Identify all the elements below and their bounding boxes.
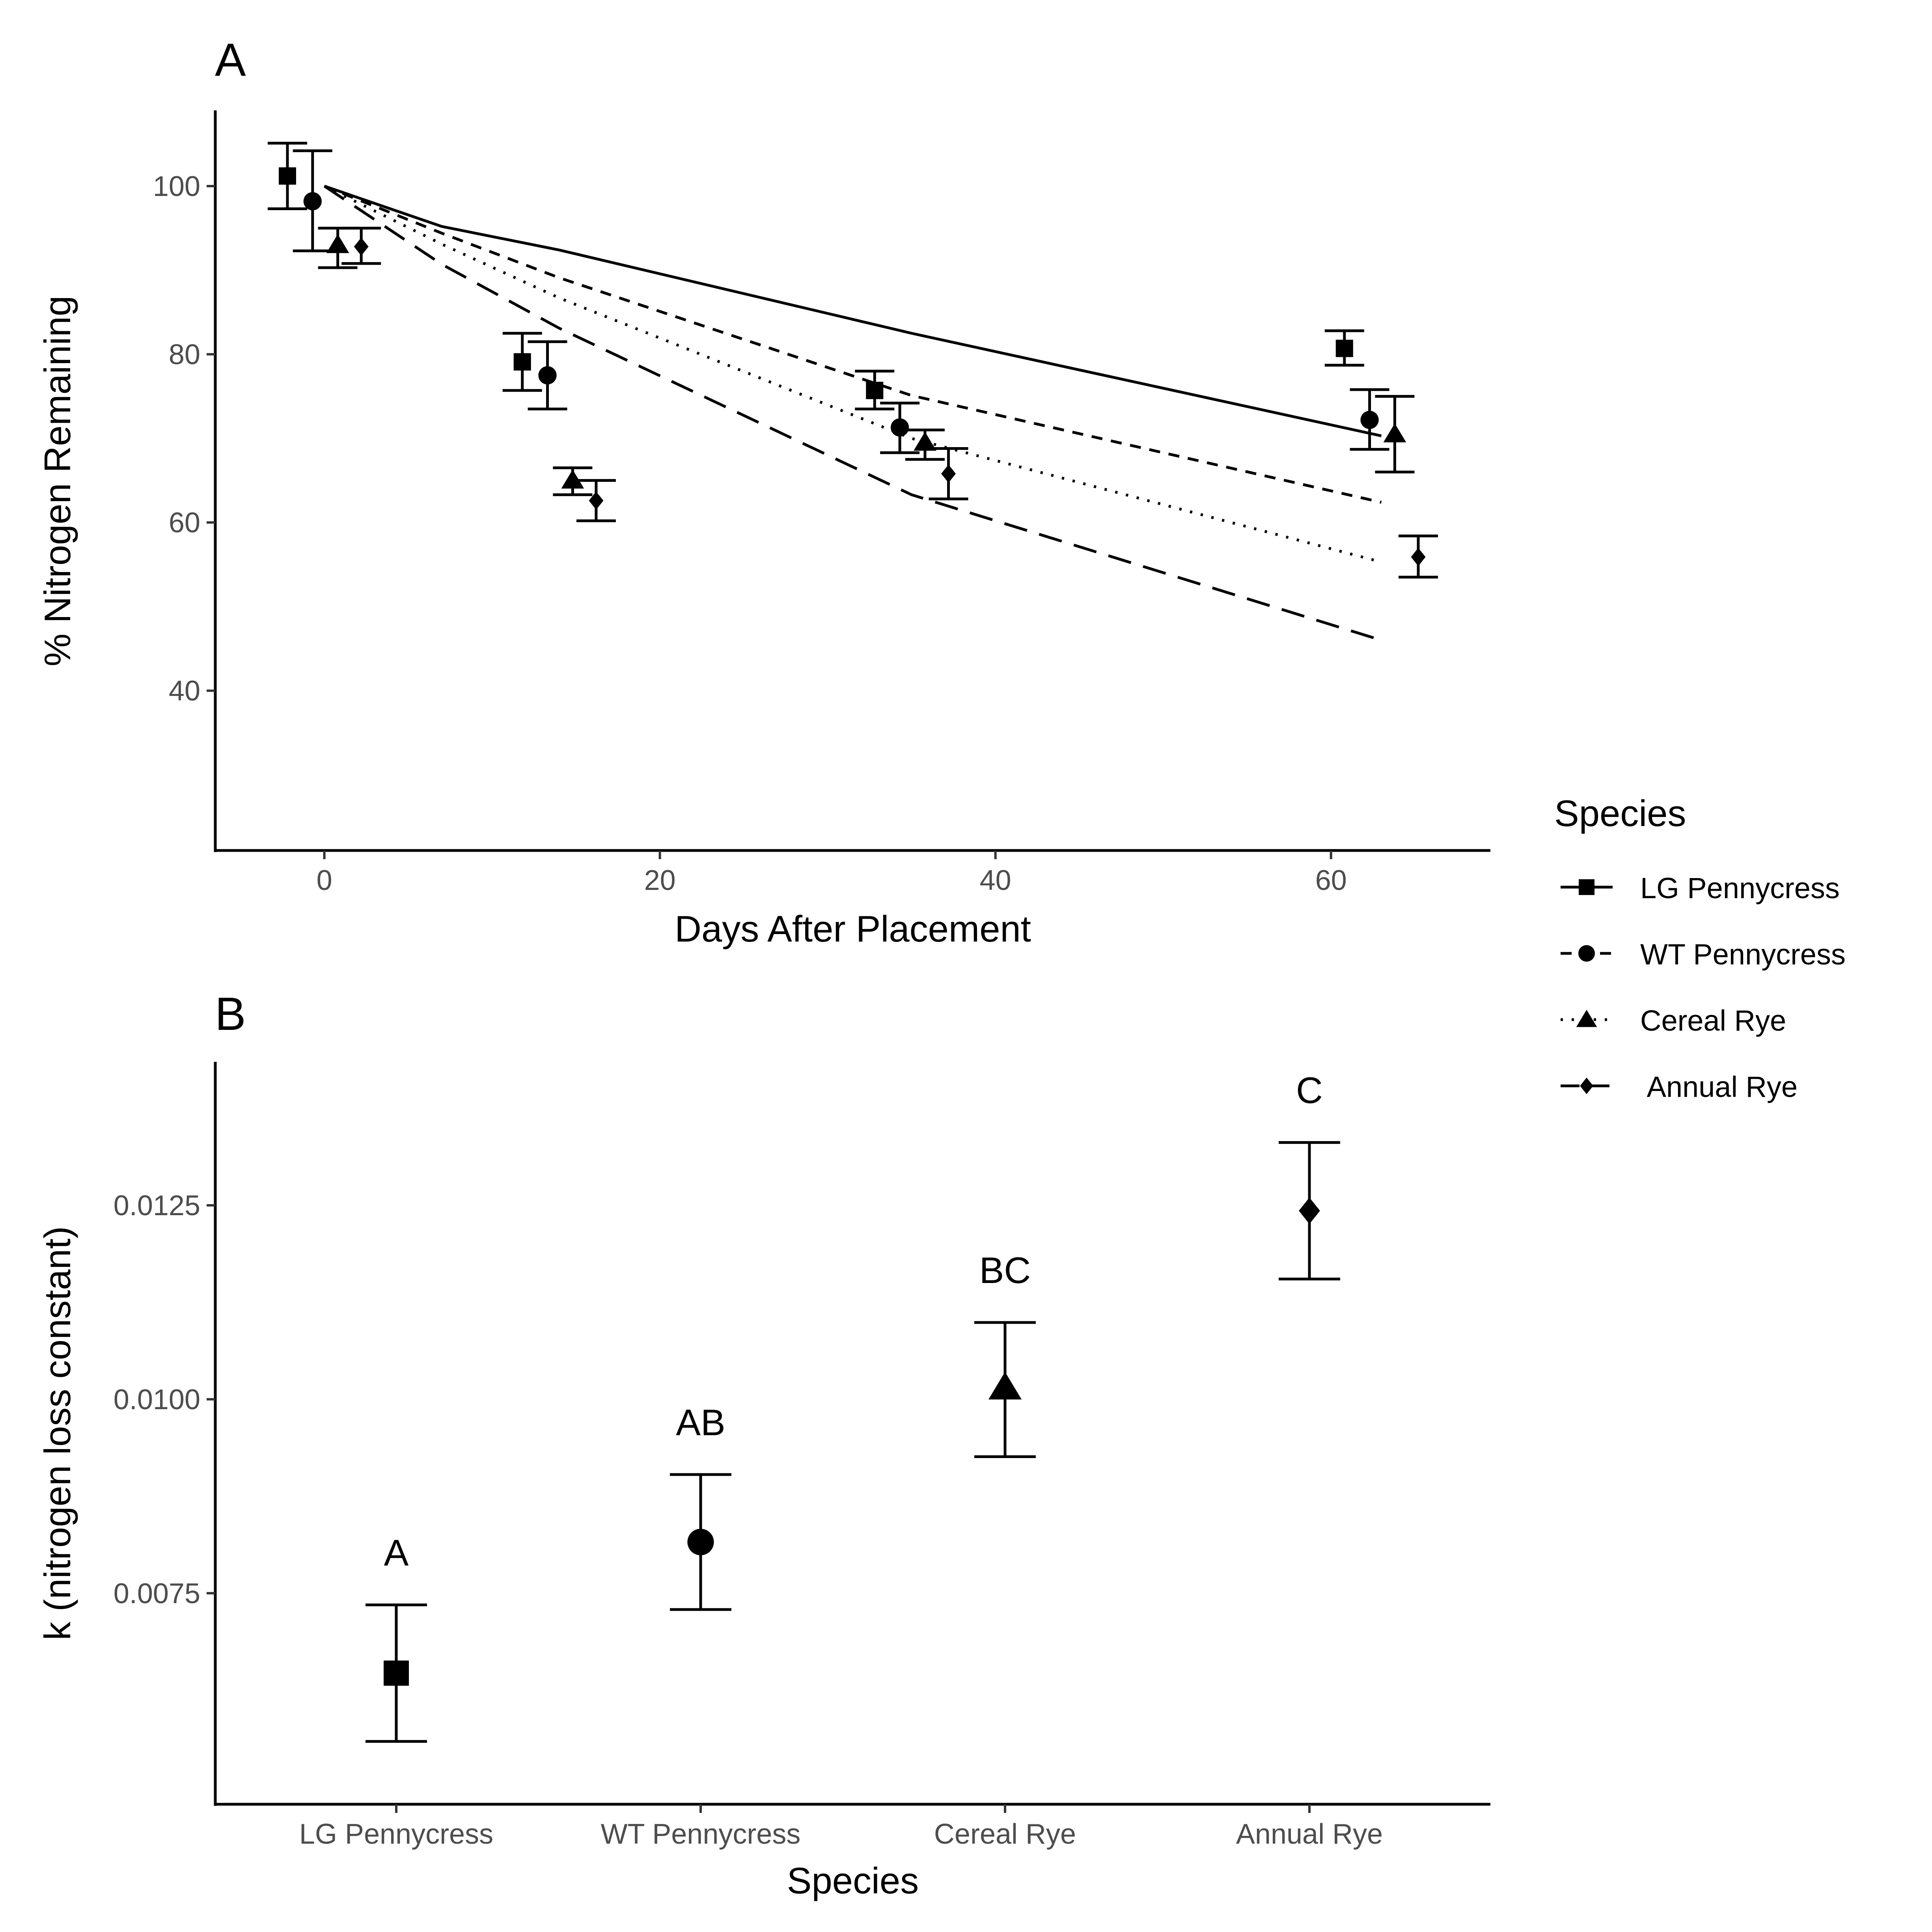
point-lg-pennycress-day-35 [866,382,884,399]
panel-a: A 40 60 80 100 0 20 40 60 Days After Placement… [37,34,1490,949]
legend-key-marker-annual-rye [1580,1078,1593,1094]
point-lg-pennycress-day-0 [278,167,296,185]
panel-a-y-title: % Nitrogen Remaining [37,296,78,666]
legend-label-wt-pennycress: WT Pennycress [1640,938,1846,971]
point-wt-pennycress-day-35 [891,418,909,437]
point-cereal-rye-day-35 [914,432,936,451]
point-cereal-rye [988,1372,1022,1400]
legend-label-annual-rye: Annual Rye [1640,1070,1798,1103]
y-tick-label-60: 60 [169,507,200,539]
point-wt-pennycress-day-14 [538,366,557,384]
y-tick-label-0.0125: 0.0125 [114,1190,200,1221]
panel-a-marks [267,142,1438,642]
legend-key-marker-wt-pennycress [1578,945,1595,962]
significance-letter-annual-rye: C [1296,1070,1323,1111]
panel-b-x-title: Species [787,1860,919,1901]
panel-b-y-title: k (nitrogen loss constant) [37,1226,78,1640]
x-tick-label-0: 0 [317,865,332,896]
significance-letter-lg-pennycress: A [384,1532,409,1573]
legend-label-lg-pennycress: LG Pennycress [1640,872,1840,904]
x-tick-label-40: 40 [980,865,1011,896]
panel-b-marks: A AB BC C [366,1070,1340,1743]
point-cereal-rye-day-14 [561,470,584,489]
legend-key-marker-lg-pennycress [1579,879,1594,895]
panel-a-x-title: Days After Placement [675,908,1031,949]
y-tick-label-40: 40 [169,675,200,707]
panel-b-tag: B [215,988,246,1040]
significance-letter-wt-pennycress: AB [676,1402,725,1443]
legend-key-marker-cereal-rye [1576,1010,1597,1027]
y-tick-label-100: 100 [153,171,200,202]
panel-b-x-ticks: LG Pennycress WT Pennycress Cereal Rye Annu… [299,1804,1383,1850]
fit-line-annual-rye [323,185,1382,642]
point-lg-pennycress [384,1660,409,1686]
point-annual-rye-day-14 [589,491,604,510]
point-annual-rye-day-0 [354,237,369,256]
point-cereal-rye-day-0 [326,234,349,253]
panel-a-tag: A [215,34,246,86]
legend-keys [1561,879,1613,1094]
significance-letter-cereal-rye: BC [979,1249,1031,1291]
point-annual-rye-day-35 [941,464,956,483]
x-tick-label-20: 20 [644,865,676,896]
panel-a-x-ticks: 0 20 40 60 [317,850,1347,896]
point-annual-rye [1299,1197,1320,1224]
x-tick-label-annual-rye: Annual Rye [1236,1818,1383,1850]
point-wt-pennycress [687,1529,714,1555]
legend-title: Species [1554,793,1686,834]
y-tick-label-0.0075: 0.0075 [114,1578,200,1609]
fit-line-wt-pennycress [324,185,1382,504]
panel-b-y-ticks: 0.0075 0.0100 0.0125 [114,1190,215,1609]
point-wt-pennycress-day-0 [303,192,322,211]
x-tick-label-lg-pennycress: LG Pennycress [299,1818,493,1850]
y-tick-label-80: 80 [169,339,200,371]
panel-a-y-ticks: 40 60 80 100 [153,171,215,707]
point-annual-rye-day-63 [1411,548,1426,566]
legend-label-cereal-rye: Cereal Rye [1640,1004,1786,1037]
point-lg-pennycress-day-63 [1335,339,1353,357]
x-tick-label-wt-pennycress: WT Pennycress [601,1818,801,1850]
point-lg-pennycress-day-14 [513,353,531,371]
legend: Species LG Pennycress WT Pennycress Cere… [1554,793,1846,1103]
x-tick-label-cereal-rye: Cereal Rye [934,1818,1076,1850]
point-wt-pennycress-day-63 [1360,410,1379,429]
point-cereal-rye-day-63 [1383,423,1406,442]
y-tick-label-0.0100: 0.0100 [114,1384,200,1415]
fit-line-lg-pennycress [324,185,1382,437]
x-tick-label-60: 60 [1315,865,1347,896]
panel-b: B A AB BC C 0.0075 0.0100 0.0125 LG Pennycres… [37,988,1490,1901]
